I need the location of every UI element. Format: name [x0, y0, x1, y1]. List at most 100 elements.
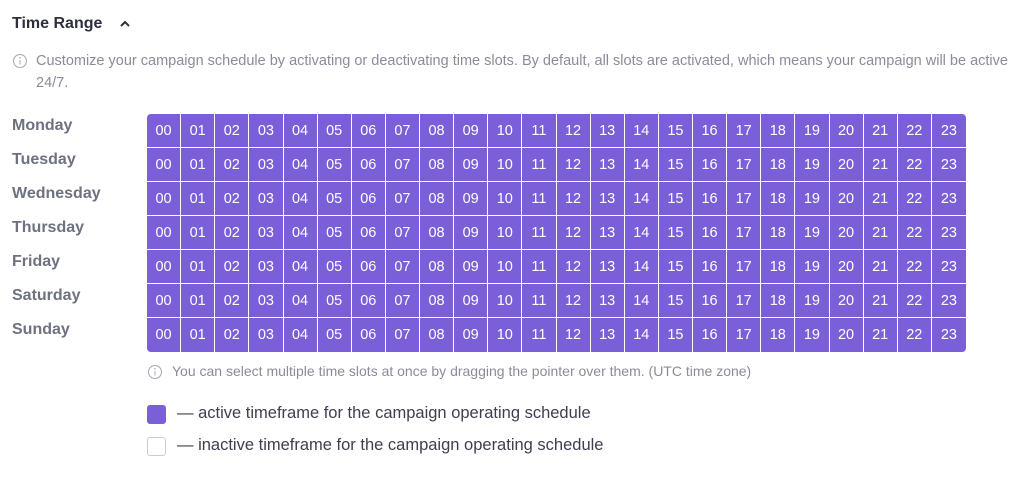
time-slot[interactable]: 01	[181, 284, 216, 318]
time-slot[interactable]: 00	[147, 318, 182, 352]
time-slot[interactable]: 21	[863, 284, 898, 318]
time-slot[interactable]: 15	[658, 284, 693, 318]
time-slot[interactable]: 17	[727, 284, 762, 318]
time-slot[interactable]: 07	[385, 250, 420, 284]
time-slot[interactable]: 18	[761, 284, 796, 318]
time-slot[interactable]: 06	[351, 216, 386, 250]
time-slot[interactable]: 16	[693, 182, 728, 216]
time-slot[interactable]: 15	[658, 216, 693, 250]
time-slot[interactable]: 20	[829, 148, 864, 182]
time-slot[interactable]: 12	[556, 250, 591, 284]
time-slot[interactable]: 15	[658, 182, 693, 216]
time-slot[interactable]: 22	[897, 148, 932, 182]
time-slot[interactable]: 04	[283, 148, 318, 182]
time-slot[interactable]: 17	[727, 250, 762, 284]
time-slot[interactable]: 04	[283, 114, 318, 148]
time-slot[interactable]: 21	[863, 182, 898, 216]
time-slot[interactable]: 20	[829, 182, 864, 216]
time-slot[interactable]: 22	[897, 284, 932, 318]
time-slot[interactable]: 19	[795, 318, 830, 352]
time-slot[interactable]: 19	[795, 284, 830, 318]
time-slot[interactable]: 09	[454, 114, 489, 148]
time-slot[interactable]: 16	[693, 114, 728, 148]
time-slot[interactable]: 05	[317, 182, 352, 216]
time-slot[interactable]: 22	[897, 250, 932, 284]
time-slot[interactable]: 05	[317, 114, 352, 148]
time-slot[interactable]: 18	[761, 250, 796, 284]
time-slot[interactable]: 09	[454, 250, 489, 284]
time-slot[interactable]: 03	[249, 250, 284, 284]
time-slot[interactable]: 06	[351, 250, 386, 284]
time-slot[interactable]: 16	[693, 148, 728, 182]
time-slot[interactable]: 22	[897, 114, 932, 148]
time-slot[interactable]: 13	[591, 318, 625, 352]
time-slot[interactable]: 05	[317, 250, 352, 284]
time-slot[interactable]: 11	[522, 284, 557, 318]
time-slot[interactable]: 07	[385, 114, 420, 148]
time-slot[interactable]: 14	[624, 182, 659, 216]
time-slot[interactable]: 11	[522, 216, 557, 250]
time-slot[interactable]: 05	[317, 148, 352, 182]
time-slot[interactable]: 19	[795, 114, 830, 148]
time-slot[interactable]: 16	[693, 216, 728, 250]
time-slot[interactable]: 03	[249, 114, 284, 148]
time-slot[interactable]: 17	[727, 318, 762, 352]
time-slot[interactable]: 22	[897, 216, 932, 250]
time-slot[interactable]: 11	[522, 148, 557, 182]
time-slot[interactable]: 06	[351, 148, 386, 182]
time-slot[interactable]: 22	[897, 182, 932, 216]
time-slot[interactable]: 05	[317, 216, 352, 250]
time-slot[interactable]: 20	[829, 216, 864, 250]
time-slot[interactable]: 03	[249, 318, 284, 352]
time-slot[interactable]: 21	[864, 318, 898, 352]
time-slot[interactable]: 08	[420, 148, 455, 182]
time-slot[interactable]: 21	[863, 216, 898, 250]
time-slot[interactable]: 07	[385, 284, 420, 318]
time-slot[interactable]: 07	[386, 318, 420, 352]
time-slot[interactable]: 01	[181, 114, 216, 148]
time-slot[interactable]: 02	[215, 216, 250, 250]
time-slot[interactable]: 11	[522, 318, 557, 352]
time-slot[interactable]: 09	[454, 318, 489, 352]
time-slot[interactable]: 23	[931, 114, 966, 148]
time-slot[interactable]: 06	[351, 182, 386, 216]
time-slot[interactable]: 03	[249, 182, 284, 216]
time-slot[interactable]: 07	[385, 216, 420, 250]
time-slot[interactable]: 05	[318, 318, 352, 352]
time-slot[interactable]: 23	[931, 250, 966, 284]
time-slot[interactable]: 06	[351, 114, 386, 148]
time-slot[interactable]: 11	[522, 182, 557, 216]
time-slot[interactable]: 10	[488, 284, 523, 318]
time-slot[interactable]: 17	[727, 148, 762, 182]
time-slot[interactable]: 10	[488, 114, 523, 148]
time-slot[interactable]: 04	[283, 250, 318, 284]
time-slot[interactable]: 02	[215, 284, 250, 318]
time-slot[interactable]: 08	[420, 284, 455, 318]
time-slot[interactable]: 13	[590, 148, 625, 182]
time-slot[interactable]: 08	[420, 114, 455, 148]
time-slot[interactable]: 02	[215, 250, 250, 284]
time-slot[interactable]: 10	[488, 148, 523, 182]
time-slot[interactable]: 04	[283, 284, 318, 318]
time-slot[interactable]: 15	[658, 114, 693, 148]
time-slot[interactable]: 09	[454, 216, 489, 250]
time-slot[interactable]: 23	[931, 148, 966, 182]
time-slot[interactable]: 15	[658, 148, 693, 182]
time-slot[interactable]: 09	[454, 284, 489, 318]
time-slot[interactable]: 19	[795, 182, 830, 216]
time-slot[interactable]: 13	[590, 216, 625, 250]
time-slot[interactable]: 18	[761, 182, 796, 216]
time-slot[interactable]: 21	[863, 250, 898, 284]
time-slot[interactable]: 10	[488, 318, 523, 352]
time-slot[interactable]: 02	[215, 318, 250, 352]
time-slot[interactable]: 19	[795, 148, 830, 182]
time-slot[interactable]: 01	[181, 216, 216, 250]
time-slot[interactable]: 13	[590, 284, 625, 318]
time-slot[interactable]: 01	[181, 318, 216, 352]
time-slot[interactable]: 13	[590, 182, 625, 216]
time-slot[interactable]: 18	[761, 148, 796, 182]
time-slot[interactable]: 16	[693, 318, 728, 352]
time-slot[interactable]: 09	[454, 182, 489, 216]
time-slot[interactable]: 18	[761, 114, 796, 148]
time-slot[interactable]: 12	[556, 216, 591, 250]
